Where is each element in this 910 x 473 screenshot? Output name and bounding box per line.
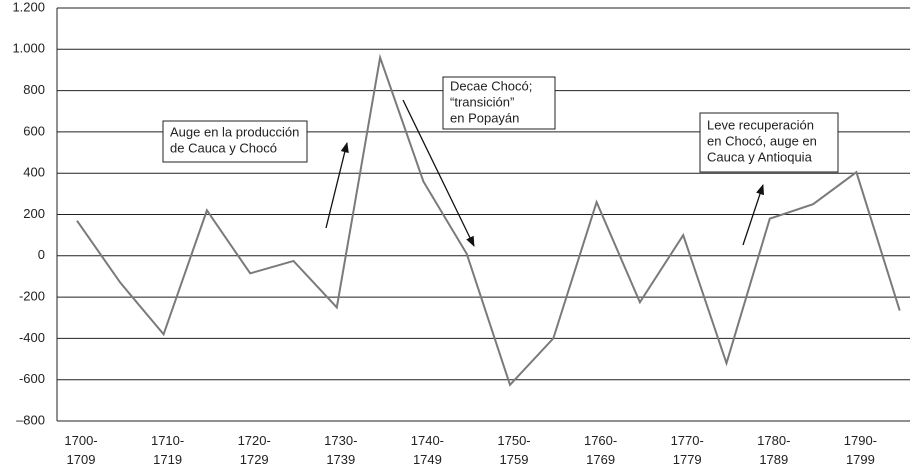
annotation-text: en Chocó, auge en (707, 133, 817, 148)
arrow (325, 141, 349, 229)
annotation-box (162, 120, 308, 163)
y-tick-label: -400 (19, 330, 45, 345)
annotation-text: Cauca y Antioquia (707, 149, 813, 164)
y-tick-label: -600 (19, 371, 45, 386)
x-tick-label: 1760-1769 (584, 433, 617, 467)
arrow (742, 184, 764, 246)
y-tick-label: 800 (23, 82, 45, 97)
annotation-text: Auge en la producción (170, 124, 299, 139)
y-tick-label: 1.000 (12, 41, 45, 56)
annotation-text: de Cauca y Chocó (170, 140, 277, 155)
annotation-text: Leve recuperación (707, 117, 814, 132)
x-tick-label: 1780-1789 (757, 433, 790, 467)
y-tick-label: -200 (19, 289, 45, 304)
y-tick-label: 600 (23, 123, 45, 138)
y-tick-label: 200 (23, 206, 45, 221)
annotation-box (699, 112, 839, 173)
x-tick-label: 1770-1779 (671, 433, 704, 467)
annotation-text: “transición” (450, 94, 514, 109)
arrow (402, 99, 475, 247)
annotation-box (442, 76, 556, 130)
x-tick-label: 1730-1739 (324, 433, 357, 467)
annotation-text: Decae Chocó; (450, 78, 532, 93)
y-tick-label: –800 (16, 412, 45, 427)
y-tick-label: 400 (23, 165, 45, 180)
annotation-text: en Popayán (450, 110, 519, 125)
x-tick-label: 1750-1759 (497, 433, 530, 467)
data-line (76, 53, 901, 387)
y-tick-label: 1.200 (12, 0, 45, 14)
arrows (325, 99, 764, 247)
x-tick-label: 1790-1799 (844, 433, 877, 467)
x-tick-label: 1710-1719 (151, 433, 184, 467)
x-tick-label: 1740-1749 (411, 433, 444, 467)
x-tick-label: 1720-1729 (238, 433, 271, 467)
x-tick-label: 1700-1709 (64, 433, 97, 467)
y-tick-label: 0 (38, 247, 45, 262)
